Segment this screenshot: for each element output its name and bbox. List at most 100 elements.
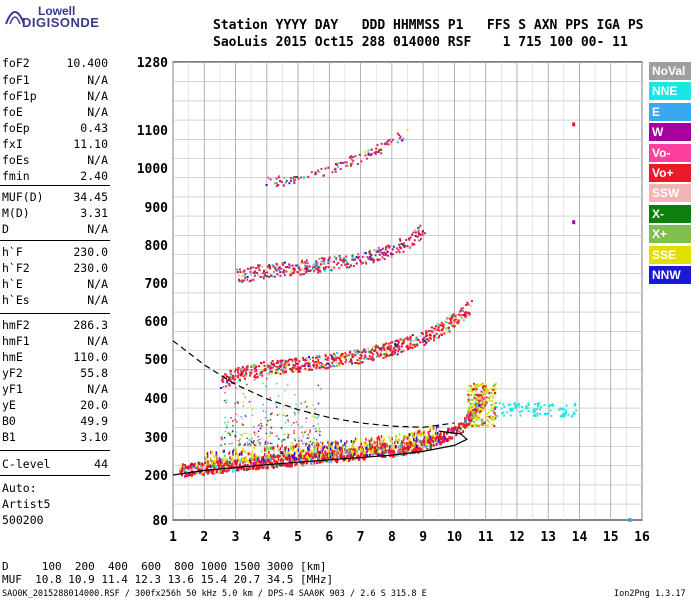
echo-point [388,138,391,141]
echo-point [465,424,468,428]
echo-point [235,431,237,433]
echo-point [341,353,344,356]
param-name: B0 [2,414,16,428]
echo-point [317,423,319,425]
param-name: foEp [2,121,30,135]
echo-point [298,368,301,371]
echo-point [385,353,388,356]
echo-point [397,342,400,345]
echo-point [388,447,391,451]
echo-point [360,442,363,446]
echo-point [211,461,214,465]
echo-point [273,270,276,273]
echo-point [443,431,446,435]
echo-point [273,463,276,467]
echo-point [303,432,305,435]
echo-point [253,446,256,450]
echo-point [364,348,367,351]
echo-point [295,450,297,454]
echo-point [470,300,473,302]
echo-point [398,438,400,441]
echo-point [421,231,424,234]
echo-point [391,341,394,344]
echo-point [276,406,278,408]
echo-point [372,345,375,348]
echo-point [244,455,247,459]
echo-point [241,366,244,369]
echo-point [286,265,289,268]
echo-point [361,448,364,452]
echo-point [308,437,310,439]
echo-point [376,448,379,452]
echo-point [385,141,388,144]
echo-point [242,270,245,273]
echo-point [388,246,391,249]
echo-point [242,393,245,395]
echo-point [297,266,300,269]
echo-point [322,257,325,260]
echo-point [242,424,244,426]
echo-point [387,342,390,345]
echo-point [488,421,491,424]
echo-point [481,382,484,385]
echo-point [290,270,293,273]
echo-point [419,433,422,437]
echo-point [323,257,326,260]
echo-point [251,456,254,460]
echo-point [376,258,379,261]
echo-point [266,446,268,450]
echo-point [390,141,393,143]
echo-point [550,404,553,406]
echo-point [322,447,324,451]
echo-point [251,467,254,470]
echo-point [217,471,220,474]
echo-point [352,443,355,447]
echo-point [293,176,295,179]
echo-point [291,360,294,363]
echo-point [302,443,304,445]
echo-point [466,311,469,314]
echo-point [485,413,487,415]
param-name: M(D) [2,206,30,220]
echo-point [274,371,277,374]
echo-point [200,464,202,468]
echo-point [334,170,337,173]
echo-point [276,444,279,448]
echo-point [207,460,209,464]
echo-point [224,454,226,458]
echo-point [471,390,473,393]
echo-point [241,435,244,437]
x-tick-label: 5 [294,530,302,545]
echo-point [323,268,325,271]
echo-point [304,358,307,361]
echo-point [443,332,446,335]
echo-point [391,350,394,353]
param-value: N/A [87,73,108,87]
echo-point [215,451,218,455]
echo-point [289,177,292,179]
echo-point [335,444,337,448]
echo-point [324,452,327,456]
echo-point [230,457,232,461]
echo-point [354,155,357,158]
echo-point [226,381,229,384]
echo-point [225,399,228,401]
echo-point [376,446,378,450]
footer-version: Ion2Png 1.3.17 [614,589,686,599]
echo-point [473,397,476,400]
echo-point [352,156,355,158]
echo-point [318,453,320,457]
echo-point [281,181,283,184]
echo-point [407,436,409,440]
echo-point [492,388,495,391]
echo-point [291,446,293,450]
echo-point [218,466,221,470]
echo-point [525,405,528,407]
echo-point [255,467,258,471]
echo-point [326,446,329,450]
echo-point [492,410,495,412]
param-row-ye: yE 20.0 [2,398,108,414]
echo-point [333,441,336,444]
echo-point [254,376,257,379]
echo-point [317,458,319,462]
